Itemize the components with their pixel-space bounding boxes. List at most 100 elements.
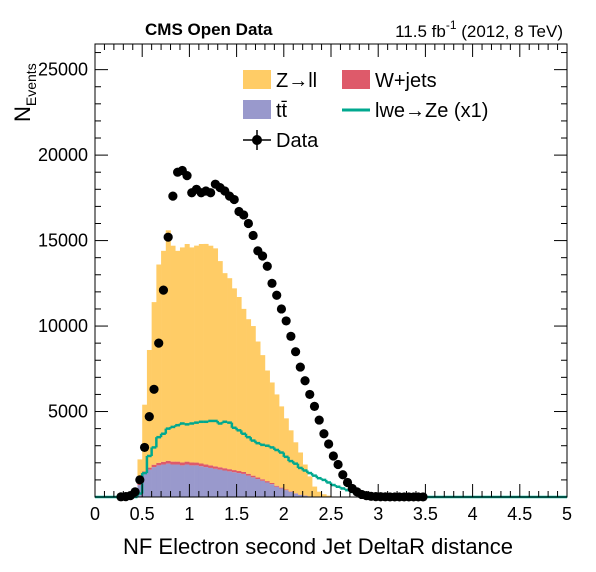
bar-ttbar <box>142 473 148 497</box>
x-tick-label: 2 <box>279 504 289 524</box>
bar-ttbar <box>250 477 256 497</box>
data-point <box>281 316 291 326</box>
bar-zll <box>241 308 247 472</box>
x-tick-labels: 0 0.5 1 1.5 2 2.5 3 3.5 4 4.5 5 <box>90 504 572 524</box>
data-point <box>272 290 282 300</box>
data-point <box>319 429 329 439</box>
legend-label-signal: lwe→Ze (x1) <box>375 100 488 122</box>
bar-wjets <box>283 489 289 491</box>
bar-zll <box>184 244 190 462</box>
bar-zll <box>250 326 256 476</box>
bar-wjets <box>231 470 237 473</box>
bar-wjets <box>156 462 162 466</box>
bar-zll <box>217 261 223 468</box>
bar-ttbar <box>269 484 275 497</box>
bar-ttbar <box>165 463 171 497</box>
bar-zll <box>208 245 214 466</box>
bar-zll <box>161 250 167 462</box>
bar-ttbar <box>194 465 200 497</box>
luminosity-period: (2012, 8 TeV) <box>457 22 563 41</box>
bar-zll <box>203 243 209 465</box>
bar-ttbar <box>146 469 152 497</box>
legend-swatch-wjets <box>342 70 370 89</box>
data-point <box>158 285 169 295</box>
data-point <box>135 475 145 485</box>
bar-wjets <box>255 477 261 480</box>
bar-wjets <box>179 462 185 466</box>
bar-zll <box>236 296 242 472</box>
x-tick-label: 4 <box>468 504 478 524</box>
bar-zll <box>326 495 332 497</box>
y-axis-label-sub: Events <box>23 63 39 106</box>
bar-ttbar <box>198 466 204 497</box>
bar-ttbar <box>203 467 209 497</box>
data-point <box>144 412 154 422</box>
legend-swatch-zll <box>243 70 271 89</box>
data-point <box>286 331 296 341</box>
x-tick-label: 0 <box>90 504 100 524</box>
data-point <box>314 415 324 425</box>
bar-ttbar <box>260 480 266 497</box>
bar-ttbar <box>231 472 237 497</box>
data-point <box>248 230 258 241</box>
legend-label-zll: Z→ll <box>276 70 317 92</box>
y-axis-label-main: N <box>10 106 35 122</box>
legend-label-data: Data <box>276 130 319 152</box>
bar-wjets <box>213 466 219 469</box>
x-tick-label: 1.5 <box>224 504 249 524</box>
bar-zll <box>137 459 143 485</box>
data-point <box>338 470 348 480</box>
data-point <box>206 188 216 198</box>
legend-label-ttbar: tt̄ <box>276 100 288 122</box>
legend-marker-data <box>252 135 262 145</box>
stacked-histogram <box>137 230 332 497</box>
data-point <box>163 232 173 242</box>
bar-ttbar <box>293 493 299 497</box>
bar-ttbar <box>246 475 252 497</box>
bar-zll <box>213 248 219 467</box>
bar-wjets <box>288 491 294 492</box>
luminosity-exponent: -1 <box>446 18 457 32</box>
bar-ttbar <box>161 464 167 497</box>
y-axis-label: NEvents <box>10 63 39 122</box>
bar-ttbar <box>236 473 242 497</box>
data-point <box>276 304 287 314</box>
luminosity-label: 11.5 fb-1 (2012, 8 TeV) <box>395 18 563 41</box>
bar-wjets <box>175 461 181 465</box>
luminosity-value: 11.5 fb <box>395 22 446 41</box>
y-tick-label: 25000 <box>38 60 88 80</box>
bar-zll <box>170 245 176 462</box>
bar-zll <box>302 464 308 496</box>
bar-ttbar <box>241 473 247 497</box>
bar-zll <box>316 491 322 497</box>
data-point <box>300 376 310 386</box>
x-tick-label: 4.5 <box>507 504 532 524</box>
bar-zll <box>269 382 275 483</box>
bar-ttbar <box>170 464 176 497</box>
data-point <box>305 389 315 400</box>
bar-zll <box>260 355 266 480</box>
y-tick-label: 20000 <box>38 145 88 165</box>
bar-zll <box>146 349 152 468</box>
x-tick-label: 1 <box>184 504 194 524</box>
bar-zll <box>246 319 252 474</box>
legend: Z→ll W+jets tt̄ lwe→Ze (x1) Data <box>243 70 488 152</box>
bar-wjets <box>170 461 176 465</box>
bar-ttbar <box>208 467 214 497</box>
y-tick-label: 10000 <box>38 316 88 336</box>
bar-zll <box>321 494 327 497</box>
x-tick-label: 5 <box>562 504 572 524</box>
bar-wjets <box>269 482 275 485</box>
bar-zll <box>307 476 313 497</box>
legend-swatch-ttbar <box>243 100 271 119</box>
bar-wjets <box>198 463 204 467</box>
bar-zll <box>198 244 204 464</box>
bar-wjets <box>222 468 228 471</box>
data-point <box>309 401 320 411</box>
bar-ttbar <box>255 479 261 497</box>
bar-ttbar <box>179 465 185 497</box>
legend-label-wjets: W+jets <box>375 70 437 92</box>
data-point <box>229 194 239 205</box>
bar-zll <box>194 245 200 463</box>
bar-wjets <box>161 461 167 465</box>
